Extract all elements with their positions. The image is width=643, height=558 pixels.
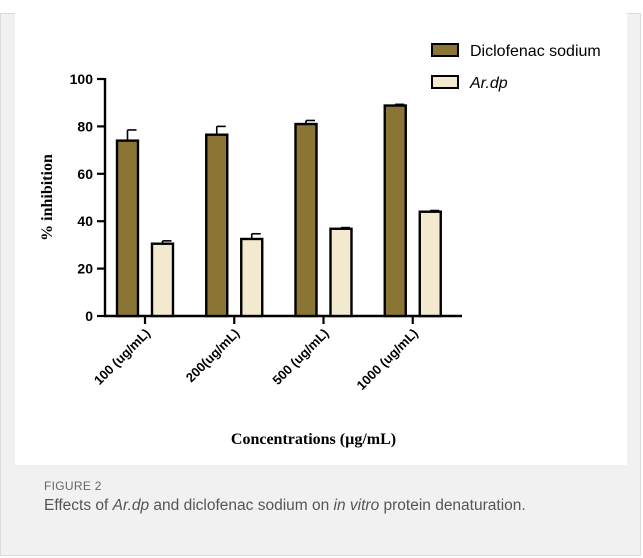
y-tick-label: 20 xyxy=(77,261,93,277)
x-tick-label: 100 (ug/mL) xyxy=(91,326,153,388)
y-tick-label: 100 xyxy=(70,71,94,87)
bar xyxy=(294,122,318,318)
caption-text-2: and diclofenac sodium on xyxy=(149,497,334,514)
caption-italic-2: in vitro xyxy=(333,497,380,514)
caption-text-3: protein denaturation. xyxy=(379,497,526,514)
figure-label: FIGURE 2 xyxy=(44,479,102,493)
bar xyxy=(115,139,140,318)
bar xyxy=(383,104,407,318)
legend-swatch xyxy=(431,43,459,57)
bar-chart: 0 20 40 60 80 100 % inhibition 100 (ug/mL) 200(u… xyxy=(39,43,601,448)
bar xyxy=(418,210,442,318)
y-tick-label: 60 xyxy=(77,166,93,182)
x-tick-label: 200(ug/mL) xyxy=(183,326,243,386)
bar xyxy=(205,133,229,318)
x-axis-label: Concentrations (µg/mL) xyxy=(231,431,396,448)
bar xyxy=(240,237,264,318)
bar xyxy=(329,227,353,318)
figure-caption: Effects of Ar.dp and diclofenac sodium o… xyxy=(44,495,604,517)
y-tick-label: 80 xyxy=(77,118,93,134)
legend-label: Diclofenac sodium xyxy=(470,43,601,60)
caption-italic-1: Ar.dp xyxy=(112,497,150,514)
legend-swatch xyxy=(431,75,459,89)
y-axis-label: % inhibition xyxy=(39,154,56,241)
x-tick-label: 1000 (ug/mL) xyxy=(354,326,421,393)
bar xyxy=(150,242,175,318)
caption-text-1: Effects of xyxy=(44,497,113,514)
y-tick-label: 40 xyxy=(77,213,93,229)
x-tick-label: 500 (ug/mL) xyxy=(269,326,331,388)
y-tick-label: 0 xyxy=(85,308,93,324)
legend-label: Ar.dp xyxy=(469,75,508,92)
